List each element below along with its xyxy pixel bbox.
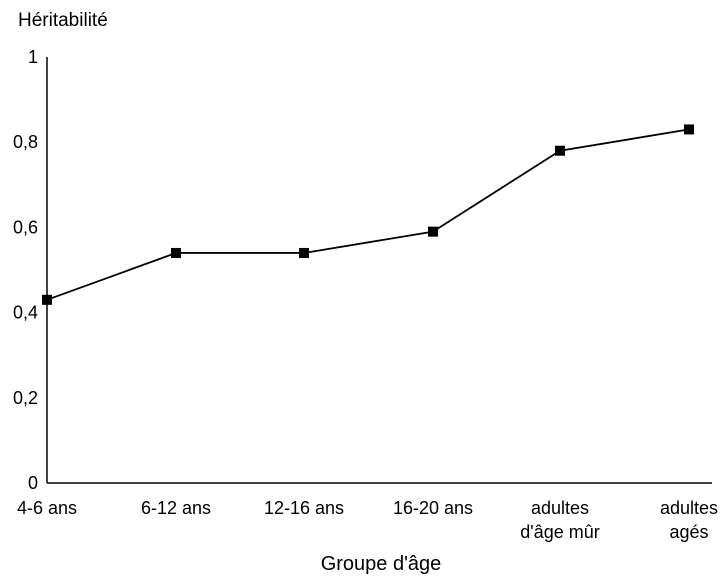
x-tick-label: adultes [531,498,589,518]
y-tick-label: 0,6 [13,217,38,237]
data-point-marker [555,145,565,156]
x-tick-label: 6-12 ans [141,498,211,518]
data-point-marker [42,294,52,305]
data-point-marker [171,247,181,258]
x-tick-label: agés [669,522,708,542]
data-point-marker [299,247,309,258]
y-tick-label: 0,4 [13,303,38,323]
y-tick-label: 0,2 [13,388,38,408]
series-line [46,128,690,301]
series-markers [42,124,694,305]
x-tick-label: 16-20 ans [393,498,473,518]
x-tick-label: 12-16 ans [264,498,344,518]
y-axis-ticks: 0 0,2 0,4 0,6 0,8 1 [13,47,38,493]
data-point-marker [684,124,694,135]
y-axis-label: Héritabilité [18,10,108,31]
x-axis-label: Groupe d'âge [321,553,442,575]
y-tick-label: 0 [28,473,38,493]
x-tick-label: adultes [660,498,718,518]
x-axis-ticks: 4-6 ans 6-12 ans 12-16 ans 16-20 ans adultes… [17,498,718,542]
x-tick-label: 4-6 ans [17,498,77,518]
y-tick-label: 1 [28,47,38,67]
y-tick-label: 0,8 [13,132,38,152]
data-point-marker [428,226,438,237]
x-tick-label: d'âge mûr [520,522,599,542]
